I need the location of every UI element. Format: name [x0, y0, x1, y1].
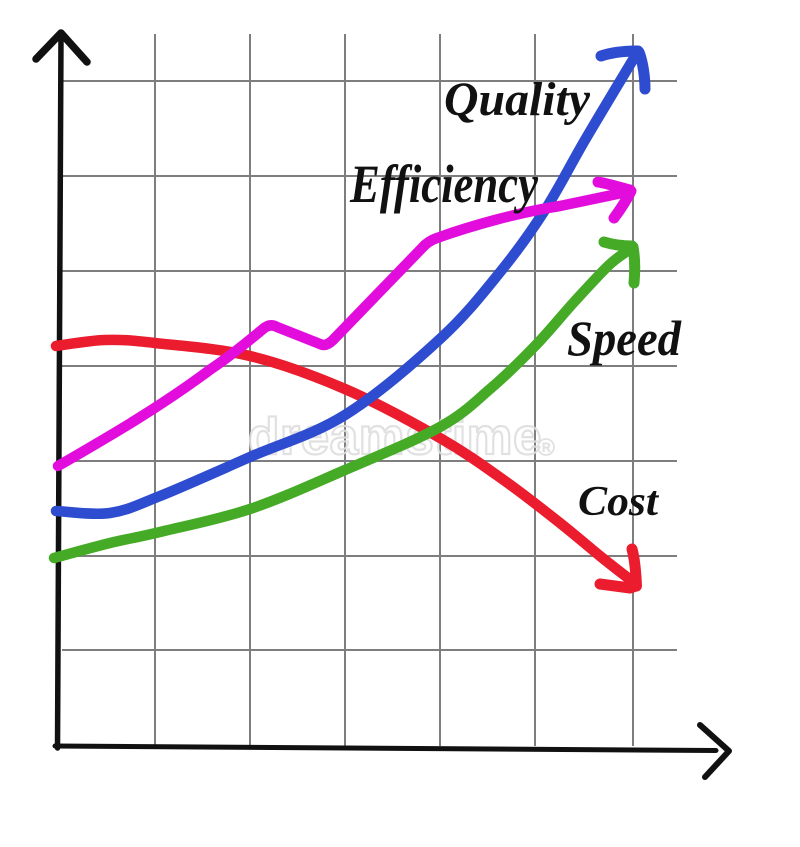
svg-text:Quality: Quality [444, 73, 591, 126]
svg-text:R: R [542, 441, 551, 455]
svg-text:Efficiency: Efficiency [349, 154, 539, 214]
svg-text:Speed: Speed [567, 310, 682, 366]
svg-text:Cost: Cost [578, 479, 659, 525]
